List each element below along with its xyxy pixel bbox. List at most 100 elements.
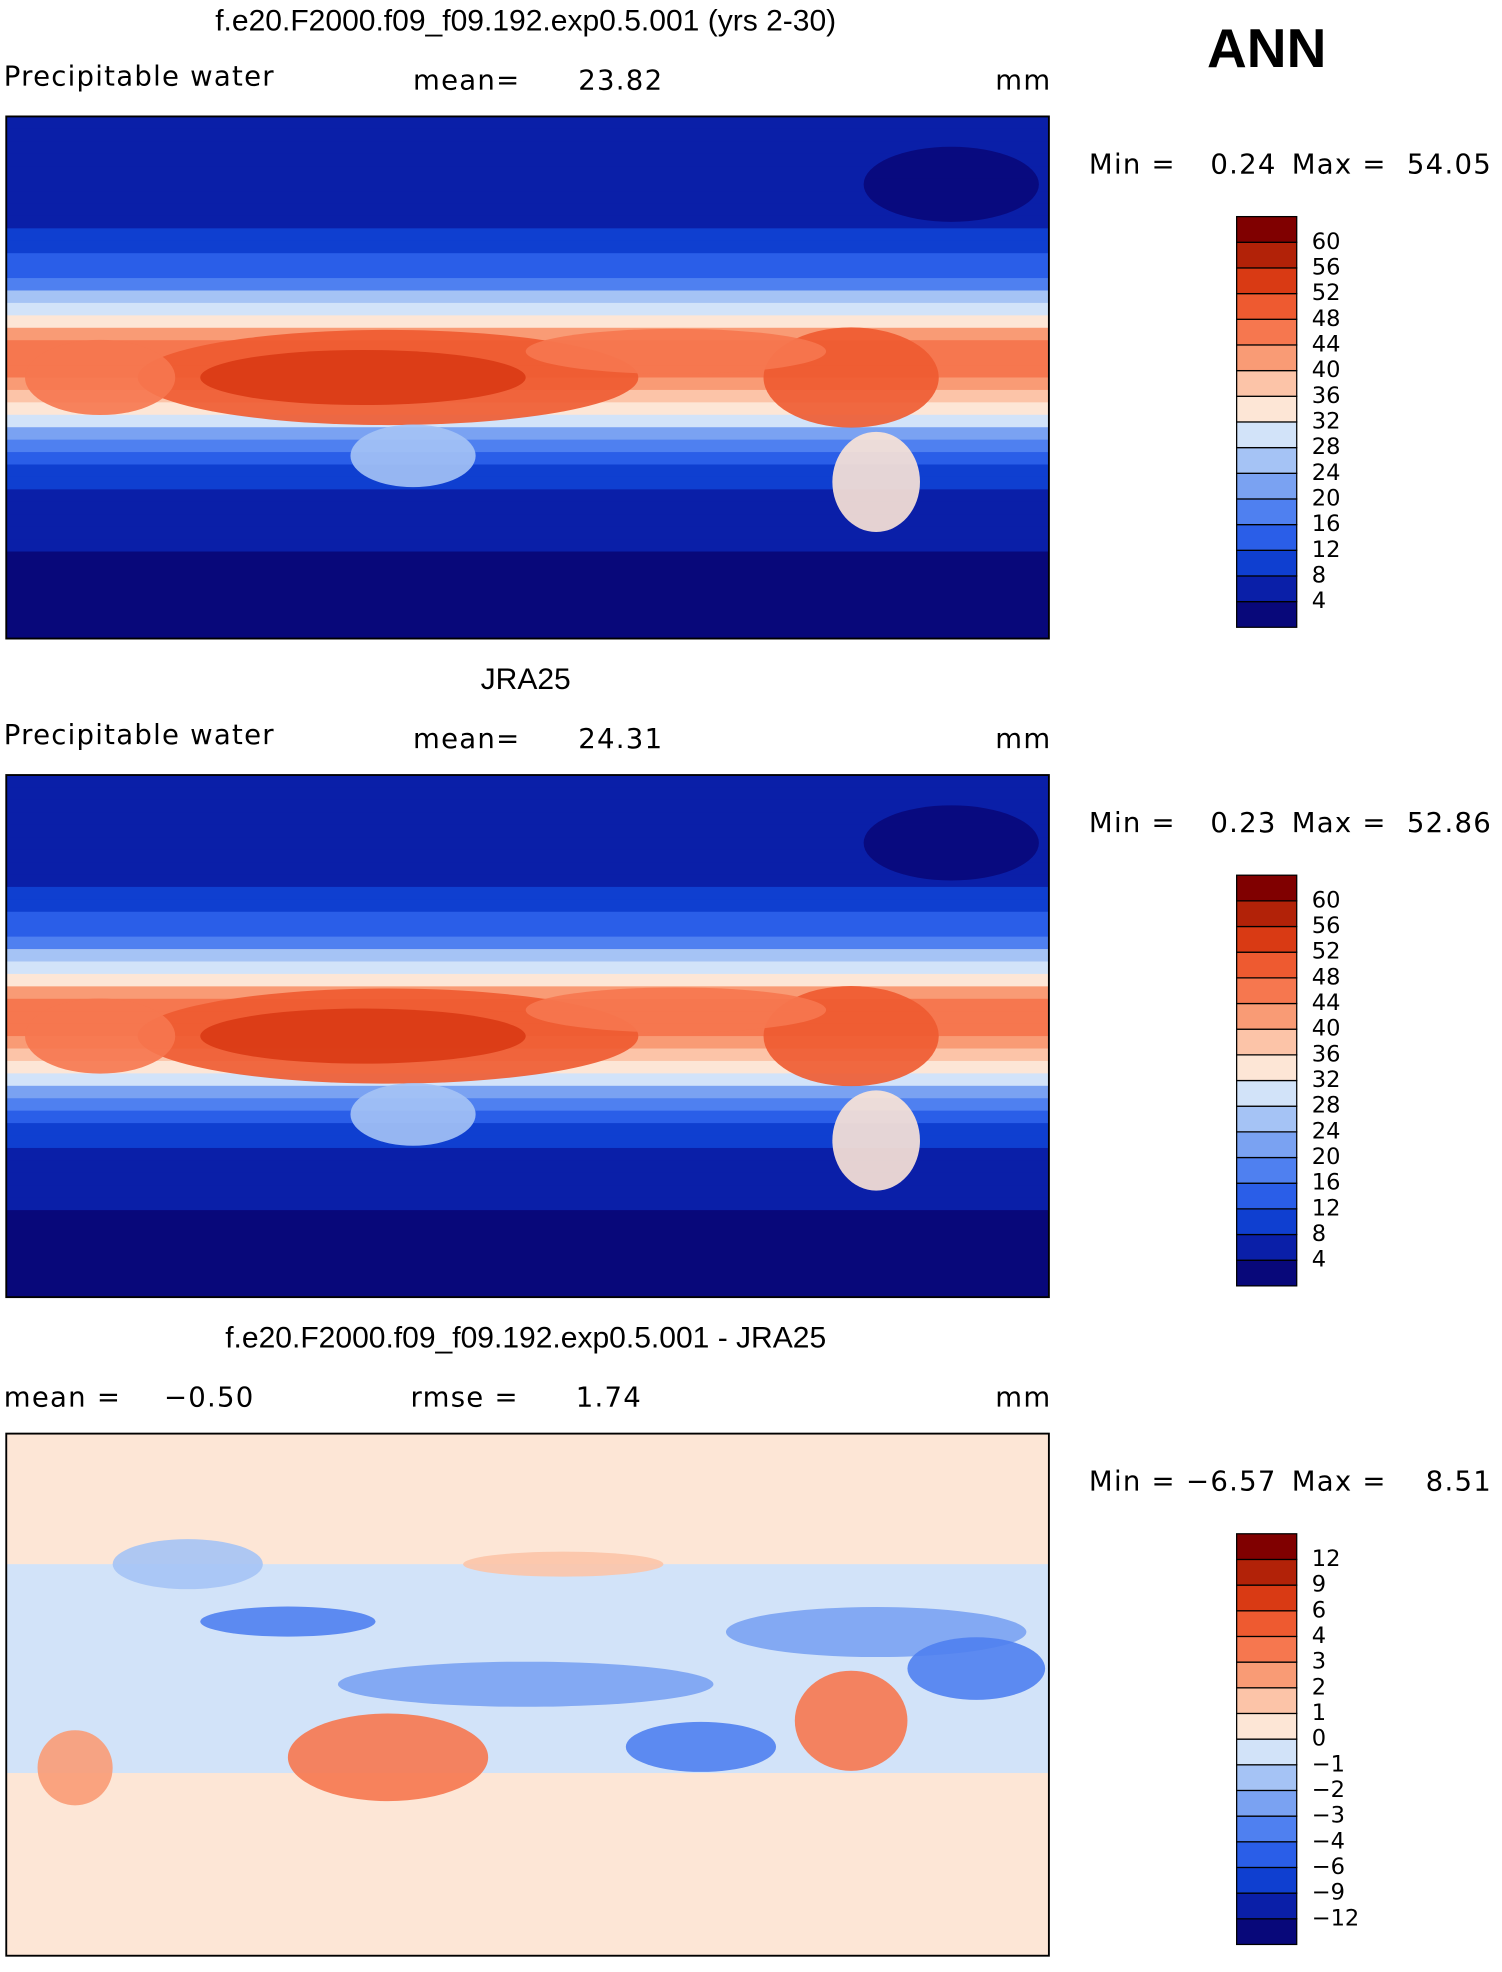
left-label: Precipitable water [4, 61, 275, 93]
colorbar-swatch [1236, 1002, 1298, 1030]
colorbar-swatch [1236, 1131, 1298, 1159]
colorbar-label: 56 [1312, 913, 1341, 939]
colorbar-label: 48 [1312, 964, 1341, 990]
colorbar-swatch [1236, 1028, 1298, 1056]
colorbar-label: 28 [1312, 434, 1341, 460]
colorbar-label: 12 [1312, 1546, 1341, 1572]
map-band [6, 290, 1049, 304]
map-band [6, 141, 1049, 155]
colorbar-swatch [1236, 1635, 1298, 1663]
map-band [6, 153, 1049, 167]
colorbar-label: −9 [1312, 1880, 1345, 1906]
min-value: 0.23 [1210, 807, 1276, 839]
map-feature [907, 1637, 1046, 1700]
map-band [6, 1210, 1049, 1224]
map-band [6, 1433, 1049, 1461]
map-band [6, 949, 1049, 963]
map-band [6, 563, 1049, 578]
colorbar-swatch [1236, 292, 1298, 320]
colorbar-label: 28 [1312, 1093, 1341, 1119]
colorbar-label: 2 [1312, 1674, 1326, 1700]
colorbar-swatch [1236, 1233, 1298, 1261]
units-label: mm [995, 723, 1051, 755]
map-band [6, 626, 1049, 639]
map-band [6, 452, 1049, 466]
colorbar-label: 3 [1312, 1649, 1326, 1675]
map-feature [200, 1606, 376, 1637]
map-band [6, 1098, 1049, 1112]
colorbar-swatch [1236, 1558, 1298, 1586]
map-band [6, 1110, 1049, 1124]
map-band [6, 1135, 1049, 1149]
colorbar-swatch [1236, 344, 1298, 372]
map-band [6, 576, 1049, 590]
map-band [6, 551, 1049, 565]
map-band [6, 837, 1049, 851]
colorbar-swatch [1236, 498, 1298, 526]
map-band [6, 539, 1049, 553]
colorbar-label: 4 [1312, 588, 1326, 614]
max-value: 52.86 [1407, 807, 1492, 839]
panel-title: f.e20.F2000.f09_f09.192.exp0.5.001 - JRA… [225, 1322, 826, 1355]
map-band [6, 936, 1049, 950]
map-band [6, 1851, 1049, 1879]
colorbar-label: 60 [1312, 229, 1341, 255]
map [6, 775, 1049, 1298]
middle-label: mean= [413, 723, 520, 755]
colorbar-swatch [1236, 1208, 1298, 1236]
map-band [6, 439, 1049, 453]
colorbar-swatch [1236, 1712, 1298, 1740]
min-label: Min = [1089, 807, 1176, 839]
map-band [6, 1511, 1049, 1539]
map-band [6, 427, 1049, 441]
map-band [6, 501, 1049, 515]
units-label: mm [995, 64, 1051, 96]
panel-title: JRA25 [481, 663, 571, 696]
map-feature [200, 1008, 526, 1064]
map-band [6, 1085, 1049, 1099]
colorbar-swatch [1236, 241, 1298, 269]
colorbar-swatch [1236, 1156, 1298, 1184]
min-value: 0.24 [1210, 148, 1276, 180]
min-value: −6.57 [1186, 1465, 1277, 1497]
colorbar-swatch [1236, 600, 1298, 628]
colorbar-swatch [1236, 951, 1298, 979]
map-feature [525, 328, 827, 374]
middle-label: 1.74 [576, 1382, 642, 1414]
map-band [6, 899, 1049, 913]
map-band [6, 1197, 1049, 1211]
colorbar-swatch [1236, 1738, 1298, 1766]
max-label: Max = [1292, 148, 1387, 180]
map-feature [350, 424, 476, 488]
colorbar-swatch [1236, 267, 1298, 295]
map-band [6, 1903, 1049, 1931]
map-band [6, 464, 1049, 478]
max-value: 8.51 [1426, 1465, 1492, 1497]
map-band [6, 215, 1049, 230]
colorbar-label: 8 [1312, 1221, 1326, 1247]
map-band [6, 476, 1049, 491]
colorbar-swatch [1236, 1841, 1298, 1869]
colorbar-swatch [1236, 1079, 1298, 1107]
map-band [6, 1929, 1049, 1956]
map-band [6, 1459, 1049, 1487]
colorbar-label: 0 [1312, 1726, 1326, 1752]
colorbar-swatch [1236, 395, 1298, 423]
colorbar-label: 48 [1312, 306, 1341, 332]
colorbar-label: 16 [1312, 1170, 1341, 1196]
colorbar-swatch [1236, 925, 1298, 953]
colorbar-label: −6 [1312, 1854, 1345, 1880]
left-label: mean = [4, 1382, 121, 1414]
colorbar-label: 6 [1312, 1597, 1326, 1623]
colorbar-label: 24 [1312, 1118, 1341, 1144]
map [6, 116, 1049, 639]
colorbar-swatch [1236, 1918, 1298, 1946]
map-band [6, 1877, 1049, 1905]
map-band [6, 1272, 1049, 1286]
map-band [6, 228, 1049, 242]
map-feature [832, 431, 920, 533]
colorbar-label: 16 [1312, 511, 1341, 537]
map-band [6, 924, 1049, 938]
